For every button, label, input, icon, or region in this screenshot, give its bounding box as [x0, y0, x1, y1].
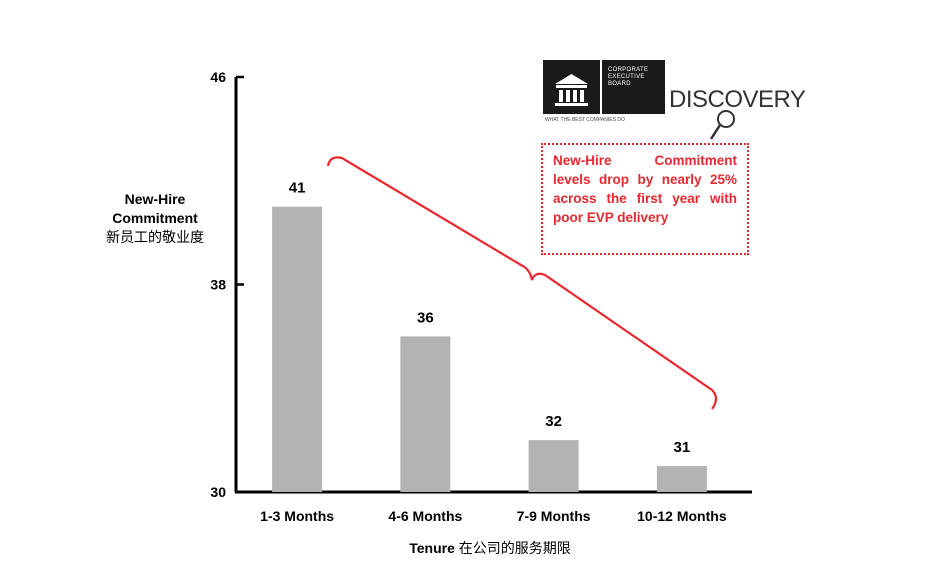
y-tick-label: 46 [210, 69, 226, 85]
x-axis-title-en: Tenure [409, 540, 455, 556]
x-axis-title-cn: 在公司的服务期限 [458, 540, 571, 556]
bar-series [272, 206, 707, 492]
magnifier-icon [709, 110, 735, 140]
y-axis-title: New-Hire Commitment 新员工的敬业度 [80, 190, 230, 247]
callout-text: New-Hire Commitment levels drop by nearl… [553, 153, 737, 225]
bar-labels: 41 1-3 Months 36 4-6 Months 32 7-9 Months 31 10… [260, 180, 727, 524]
bar [272, 206, 323, 492]
x-category-label: 4-6 Months [388, 508, 462, 524]
y-axis-title-en: New-Hire Commitment [112, 191, 198, 226]
callout-box: New-Hire Commitment levels drop by nearl… [541, 143, 749, 255]
bank-building-icon [543, 60, 600, 114]
bar-value-label: 31 [674, 439, 691, 456]
ceb-wordmark: CORPORATE EXECUTIVE BOARD [602, 60, 665, 114]
x-category-label: 7-9 Months [517, 508, 591, 524]
x-category-label: 10-12 Months [637, 508, 727, 524]
y-axis-title-cn: 新员工的敬业度 [106, 229, 204, 245]
bar [400, 336, 451, 492]
x-category-label: 1-3 Months [260, 508, 334, 524]
bar [528, 440, 579, 492]
y-tick-label: 30 [210, 484, 226, 500]
x-axis-title: Tenure 在公司的服务期限 [300, 538, 680, 558]
ceb-logo: CORPORATE EXECUTIVE BOARD WHAT THE BEST … [543, 60, 665, 123]
trend-brace [326, 156, 718, 410]
bar-value-label: 36 [417, 309, 434, 326]
ceb-line-1: CORPORATE [608, 67, 649, 73]
bar-value-label: 41 [289, 180, 306, 197]
bar [656, 466, 707, 492]
ceb-line-3: BOARD [608, 81, 631, 87]
ceb-line-2: EXECUTIVE [608, 74, 645, 80]
discovery-logo-text: DISCOVERY [669, 86, 806, 113]
bar-value-label: 32 [545, 413, 562, 430]
ceb-tagline: WHAT THE BEST COMPANIES DO [545, 117, 625, 123]
y-tick-label: 38 [210, 277, 226, 293]
